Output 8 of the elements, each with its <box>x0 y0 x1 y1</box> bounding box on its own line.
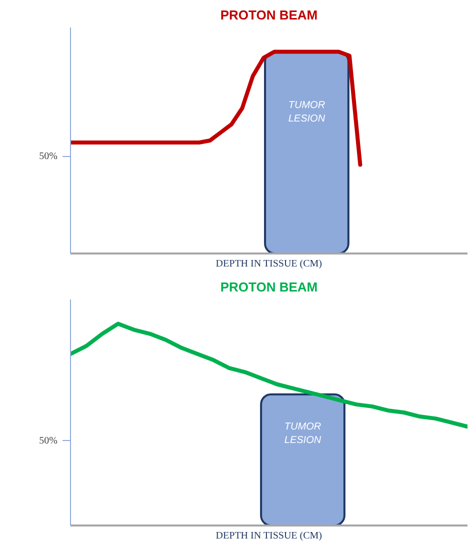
chart-title: PROTON BEAM <box>220 8 318 22</box>
chart-title: PROTON BEAM <box>220 280 318 294</box>
annotation: TUMOR LESION <box>288 100 326 124</box>
text: 50% <box>39 435 58 446</box>
annotation: TUMOR LESION <box>284 422 322 446</box>
x-axis-title: DEPTH IN TISSUE (CM) <box>216 530 322 542</box>
text: 50% <box>39 151 58 162</box>
x-axis-title: DEPTH IN TISSUE (CM) <box>216 258 322 270</box>
